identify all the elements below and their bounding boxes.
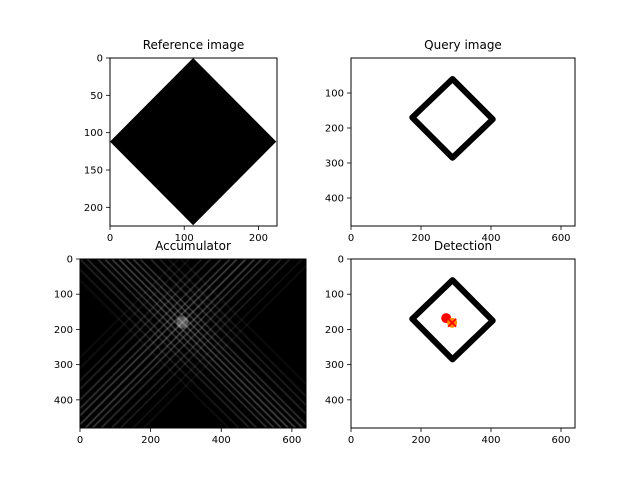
accumulator-streak xyxy=(139,259,306,426)
y-tick-label: 400 xyxy=(325,194,344,205)
accumulator-panel: 0 200 400 600 0 100 200 300 400 Accumulator xyxy=(54,239,307,446)
query-image-panel: 0 200 400 600 100 200 300 400 Query image xyxy=(325,38,576,244)
accumulator-streak xyxy=(80,259,203,382)
accumulator-streak xyxy=(80,259,250,428)
reference-image-frame xyxy=(109,57,278,227)
accumulator-streak xyxy=(80,268,240,428)
accumulator-background xyxy=(80,259,306,428)
accumulator-streak xyxy=(125,259,296,428)
y-tick-label: 300 xyxy=(325,360,344,371)
x-tick-label: 0 xyxy=(348,233,354,244)
query-image-background xyxy=(351,58,575,226)
accumulator-streak xyxy=(80,279,229,428)
x-tick-label: 200 xyxy=(141,435,160,446)
x-tick-label: 600 xyxy=(282,435,301,446)
accumulator-streak xyxy=(80,259,222,401)
accumulator-streak xyxy=(132,259,303,428)
accumulator-streak xyxy=(111,259,282,428)
y-tick-label: 200 xyxy=(54,325,73,336)
reference-image-title: Reference image xyxy=(143,38,245,52)
y-tick-label: 0 xyxy=(67,255,73,266)
reference-image-content xyxy=(110,58,277,226)
accumulator-streak xyxy=(167,259,306,397)
accumulator-title: Accumulator xyxy=(155,239,231,253)
x-tick-label: 0 xyxy=(107,233,113,244)
accumulator-streak xyxy=(80,259,211,390)
detection-panel: 0 200 400 600 0 100 200 300 400 Detection xyxy=(325,239,576,446)
diamond-outline-shape xyxy=(409,76,496,161)
detection-background xyxy=(351,259,575,428)
x-tick-label: 200 xyxy=(249,233,268,244)
y-tick-label: 400 xyxy=(325,395,344,406)
detection-title: Detection xyxy=(434,239,492,253)
filled-diamond-shape xyxy=(110,58,277,226)
accumulator-streak xyxy=(80,259,190,369)
reference-image-panel: 0 100 200 0 50 100 150 200 Reference image xyxy=(84,38,278,244)
detection-frame xyxy=(350,258,576,429)
x-tick-label: 600 xyxy=(551,233,570,244)
accumulator-streak xyxy=(80,259,238,417)
accumulator-streak xyxy=(150,259,306,415)
x-tick-label: 200 xyxy=(411,233,430,244)
accumulator-streak xyxy=(80,259,247,426)
accumulator-streak xyxy=(143,265,306,428)
y-tick-label: 0 xyxy=(338,255,344,266)
x-tick-label: 400 xyxy=(212,435,231,446)
y-tick-label: 200 xyxy=(325,124,344,135)
y-tick-label: 150 xyxy=(84,166,103,177)
accumulator-streak xyxy=(97,259,268,428)
accumulator-lines xyxy=(80,259,306,428)
accumulator-streak xyxy=(120,259,291,428)
x-tick-label: 0 xyxy=(348,435,354,446)
y-tick-label: 100 xyxy=(325,89,344,100)
y-tick-label: 200 xyxy=(84,203,103,214)
y-tick-label: 400 xyxy=(54,395,73,406)
accumulator-streak xyxy=(80,259,180,359)
y-tick-label: 300 xyxy=(54,360,73,371)
y-tick-label: 50 xyxy=(90,91,103,102)
detection-content xyxy=(351,259,575,428)
accumulator-frame xyxy=(79,258,307,429)
query-image-title: Query image xyxy=(424,38,502,52)
query-image-frame xyxy=(350,57,576,227)
y-tick-label: 100 xyxy=(325,290,344,301)
accumulator-streak xyxy=(118,259,289,428)
x-tick-label: 400 xyxy=(481,435,500,446)
y-tick-label: 300 xyxy=(325,159,344,170)
accumulator-streak xyxy=(86,259,257,428)
diamond-outline-shape xyxy=(409,277,496,363)
accumulator-streak xyxy=(159,259,306,406)
y-tick-label: 100 xyxy=(84,128,103,139)
x-tick-label: 100 xyxy=(175,233,194,244)
x-tick-label: 400 xyxy=(481,233,500,244)
accumulator-streak xyxy=(100,259,272,428)
accumulator-streak xyxy=(92,259,263,428)
query-image-content xyxy=(351,58,575,226)
accumulator-content xyxy=(80,259,306,428)
detection-marker-x xyxy=(447,318,457,328)
accumulator-peak xyxy=(176,316,189,329)
y-tick-label: 0 xyxy=(97,54,103,65)
accumulator-streak xyxy=(84,259,256,428)
accumulator-streak xyxy=(80,259,231,410)
accumulator-streak xyxy=(104,259,275,428)
y-tick-label: 200 xyxy=(325,325,344,336)
x-tick-label: 200 xyxy=(411,435,430,446)
x-tick-label: 0 xyxy=(77,435,83,446)
y-tick-label: 100 xyxy=(54,290,73,301)
x-tick-label: 600 xyxy=(551,435,570,446)
